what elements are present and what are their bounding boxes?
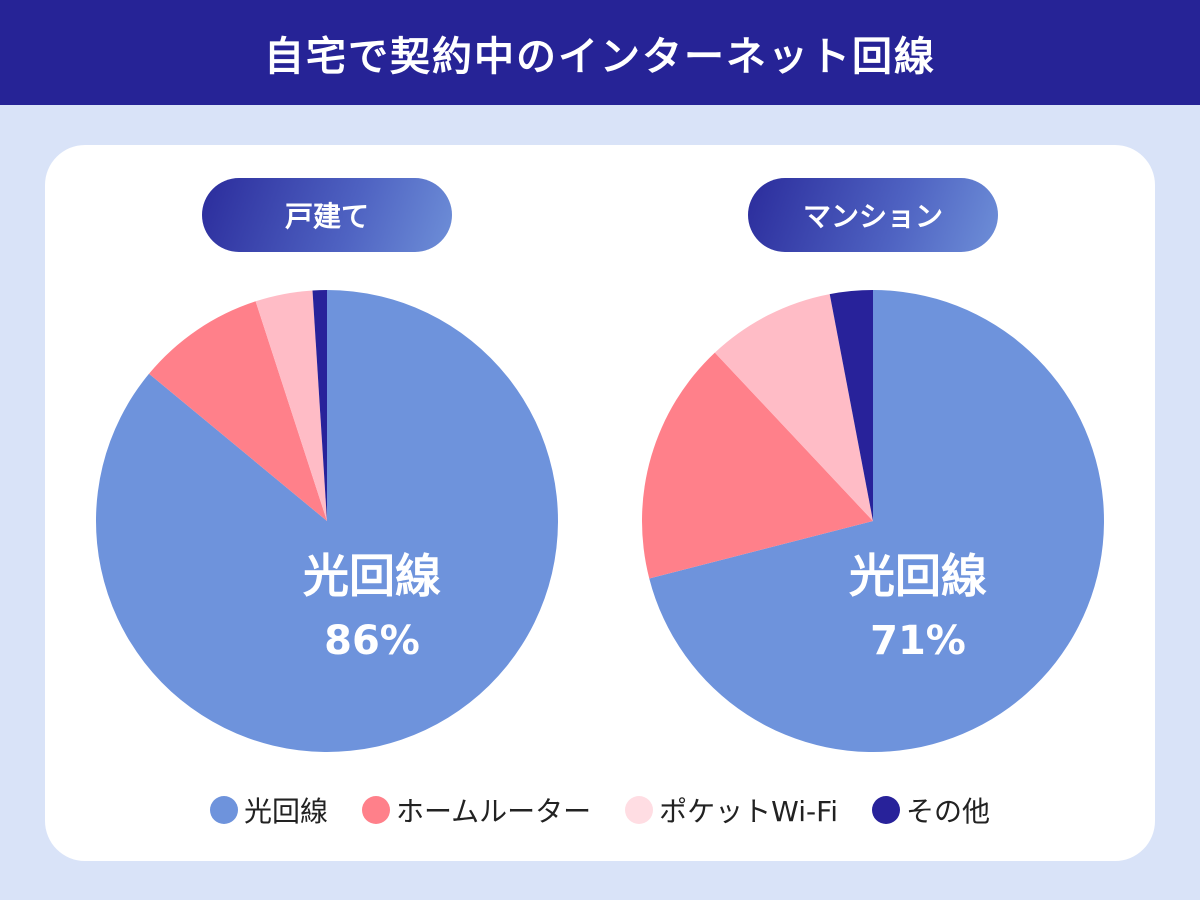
- legend-swatch: [209, 796, 238, 824]
- legend-label: 光回線: [243, 795, 328, 828]
- legend-label: その他: [905, 795, 990, 828]
- pie-slice-detached-3: [312, 290, 327, 521]
- pie-slice-mansion-1: [641, 352, 873, 579]
- legend-item-home-router: ホームルーター: [362, 790, 591, 830]
- pie-label-detached: 光回線 86%: [222, 540, 522, 664]
- legend-item-pocket-wifi: ポケットWi-Fi: [625, 790, 838, 830]
- legend-item-fiber: 光回線: [209, 790, 328, 830]
- highlight-label: 光回線: [303, 549, 441, 603]
- highlight-value: 86%: [324, 618, 420, 664]
- pie-title-detached: 戸建て: [202, 178, 452, 252]
- legend: 光回線 ホームルーター ポケットWi-Fi その他: [0, 790, 1200, 830]
- highlight-value: 71%: [870, 618, 966, 664]
- pie-slice-mansion-3: [829, 290, 873, 521]
- pie-label-mansion: 光回線 71%: [768, 540, 1068, 664]
- pie-slice-mansion-2: [714, 294, 873, 521]
- highlight-label: 光回線: [849, 549, 987, 603]
- pie-slice-mansion-0: [649, 290, 1104, 752]
- legend-swatch: [871, 796, 900, 824]
- legend-item-other: その他: [871, 790, 990, 830]
- pie-title-mansion: マンション: [748, 178, 998, 252]
- legend-swatch: [625, 796, 654, 824]
- page-title: 自宅で契約中のインターネット回線: [0, 0, 1200, 105]
- legend-swatch: [362, 796, 390, 824]
- legend-label: ホームルーター: [396, 795, 592, 828]
- pie-slice-detached-1: [149, 301, 327, 521]
- pie-slice-detached-2: [255, 290, 327, 521]
- legend-label: ポケットWi-Fi: [659, 795, 838, 828]
